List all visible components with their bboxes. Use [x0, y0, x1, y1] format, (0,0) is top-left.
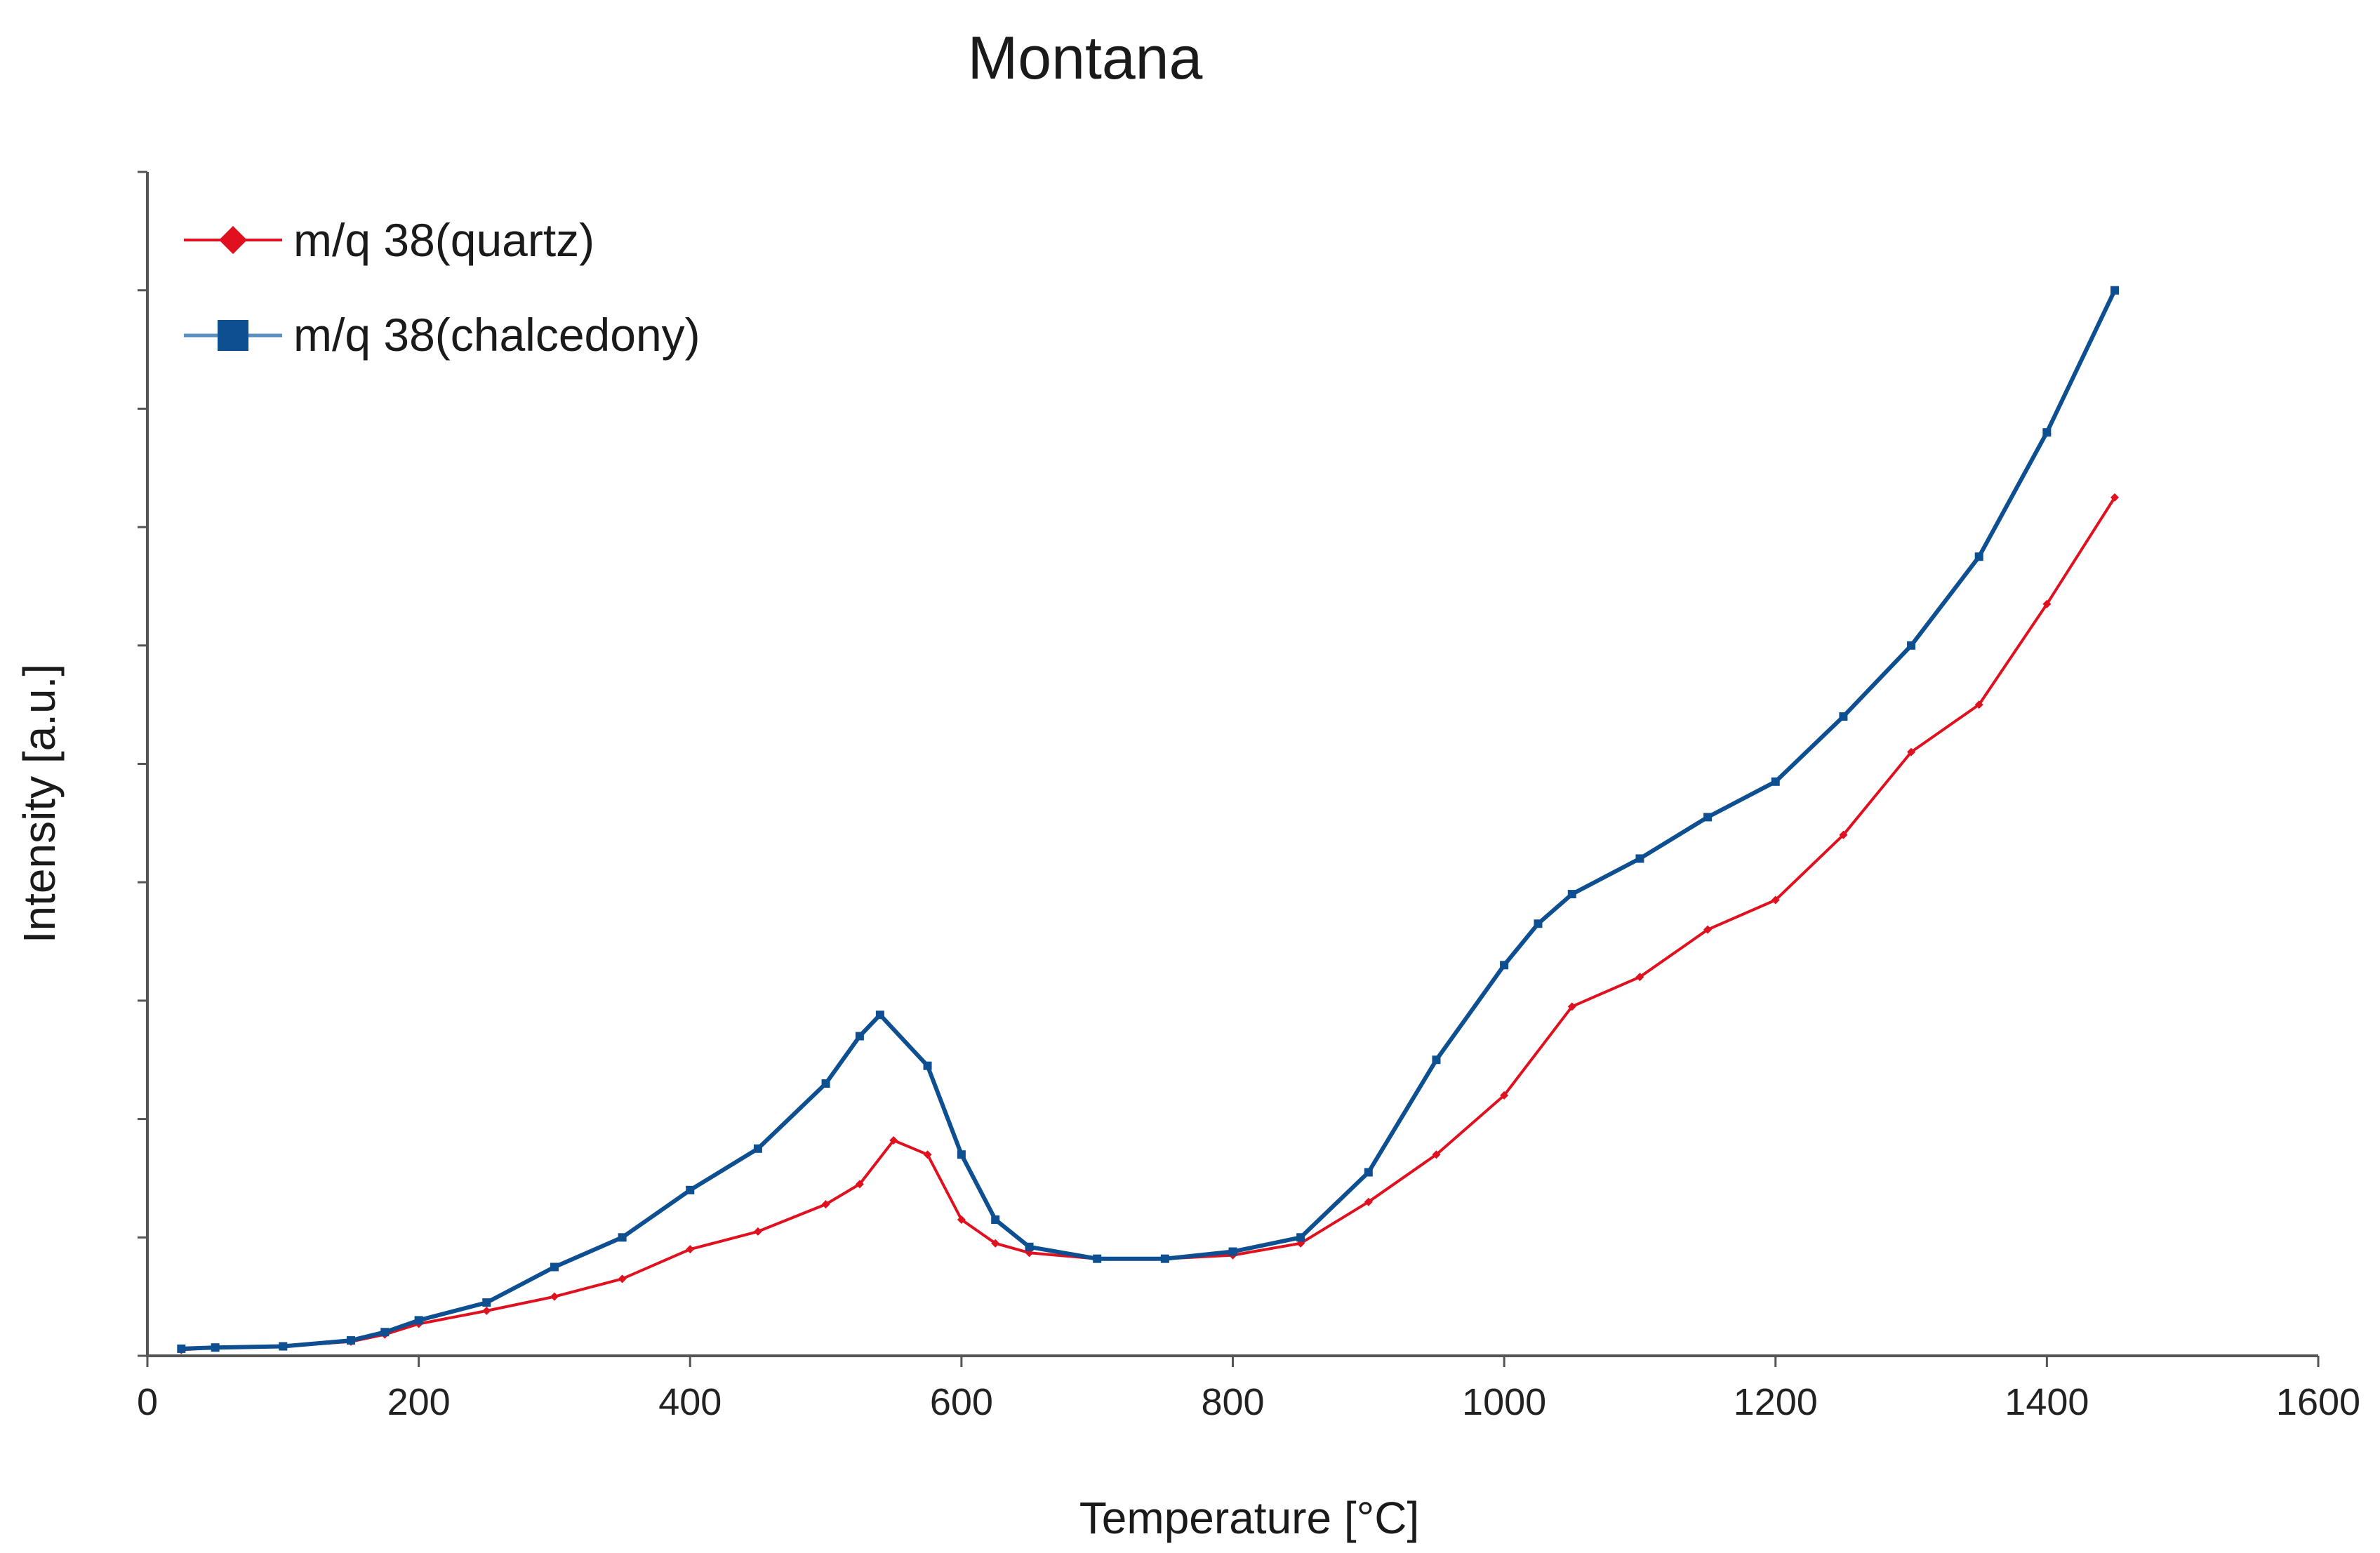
- data-point: [1635, 973, 1644, 982]
- data-point: [2110, 493, 2120, 502]
- data-point: [1500, 1091, 1509, 1100]
- x-tick-label: 1200: [1734, 1381, 1818, 1423]
- data-point: [177, 1344, 186, 1353]
- data-point: [686, 1185, 695, 1194]
- series-line: [181, 496, 2116, 1352]
- y-axis-label: Intensity [a.u.]: [14, 664, 65, 943]
- chart-title: Montana: [968, 25, 1203, 92]
- legend-diamond-icon: [219, 226, 247, 254]
- series-quartz: [177, 493, 2120, 1354]
- data-point: [753, 1144, 762, 1153]
- data-point: [1364, 1168, 1373, 1177]
- x-axis-label: Temperature [°C]: [1079, 1493, 1419, 1543]
- data-point: [1974, 700, 1983, 709]
- data-point: [1703, 813, 1713, 822]
- data-point: [1771, 895, 1780, 905]
- data-point: [1093, 1254, 1102, 1263]
- data-point: [957, 1215, 966, 1224]
- legend-item-chalcedony: m/q 38(chalcedony): [184, 309, 700, 361]
- data-point: [923, 1061, 932, 1070]
- data-point: [1974, 552, 1983, 561]
- x-tick-label: 200: [387, 1381, 451, 1423]
- data-point: [279, 1342, 288, 1351]
- data-point: [1228, 1247, 1237, 1256]
- data-point: [1771, 777, 1780, 786]
- data-point: [1432, 1150, 1441, 1159]
- data-point: [821, 1079, 830, 1088]
- data-point: [2110, 286, 2120, 295]
- data-point: [821, 1200, 830, 1209]
- data-point: [875, 1011, 884, 1020]
- legend-item-quartz: m/q 38(quartz): [184, 214, 594, 266]
- x-tick-label: 1600: [2276, 1381, 2360, 1423]
- data-point: [550, 1292, 559, 1301]
- data-point: [211, 1343, 220, 1352]
- x-tick-label: 400: [658, 1381, 722, 1423]
- series-line: [181, 289, 2117, 1351]
- data-point: [855, 1032, 864, 1041]
- data-point: [686, 1245, 695, 1254]
- legend-label-quartz: m/q 38(quartz): [293, 214, 594, 266]
- data-point: [414, 1316, 423, 1325]
- data-point: [482, 1306, 491, 1315]
- series-chalcedony: [177, 286, 2120, 1353]
- data-point: [2042, 599, 2052, 608]
- data-point: [991, 1215, 1000, 1224]
- x-tick-label: 600: [930, 1381, 993, 1423]
- data-point: [1160, 1254, 1169, 1263]
- legend-square-icon: [218, 320, 248, 351]
- data-point: [482, 1298, 491, 1307]
- data-point: [1839, 830, 1848, 839]
- data-point: [1296, 1233, 1305, 1242]
- x-ticks: 0 200 400 600 800 1000 1200 1400 1600: [137, 1356, 2360, 1423]
- x-tick-label: 800: [1201, 1381, 1264, 1423]
- data-point: [957, 1150, 966, 1159]
- series-layer: [177, 286, 2120, 1354]
- data-point: [380, 1328, 390, 1337]
- data-point: [855, 1180, 864, 1189]
- data-point: [753, 1227, 762, 1236]
- x-tick-label: 1400: [2005, 1381, 2089, 1423]
- data-point: [1567, 890, 1576, 899]
- data-point: [1907, 641, 1916, 650]
- data-point: [1907, 747, 1916, 756]
- data-point: [1703, 925, 1713, 934]
- data-point: [2042, 428, 2052, 437]
- data-point: [1364, 1197, 1373, 1206]
- data-point: [991, 1239, 1000, 1248]
- data-point: [1567, 1002, 1576, 1011]
- legend: m/q 38(quartz) m/q 38(chalcedony): [184, 214, 700, 361]
- data-point: [1635, 854, 1644, 863]
- data-point: [923, 1150, 932, 1159]
- x-tick-label: 1000: [1462, 1381, 1546, 1423]
- x-tick-label: 0: [137, 1381, 158, 1423]
- data-point: [1500, 961, 1509, 970]
- data-point: [346, 1336, 355, 1345]
- data-point: [889, 1135, 898, 1145]
- data-point: [1839, 712, 1848, 721]
- data-point: [618, 1233, 627, 1242]
- data-point: [1025, 1242, 1034, 1251]
- data-point: [618, 1274, 627, 1284]
- data-point: [1534, 919, 1543, 928]
- legend-label-chalcedony: m/q 38(chalcedony): [293, 309, 700, 361]
- data-point: [1432, 1055, 1441, 1065]
- y-ticks: [138, 171, 147, 1357]
- data-point: [550, 1262, 559, 1272]
